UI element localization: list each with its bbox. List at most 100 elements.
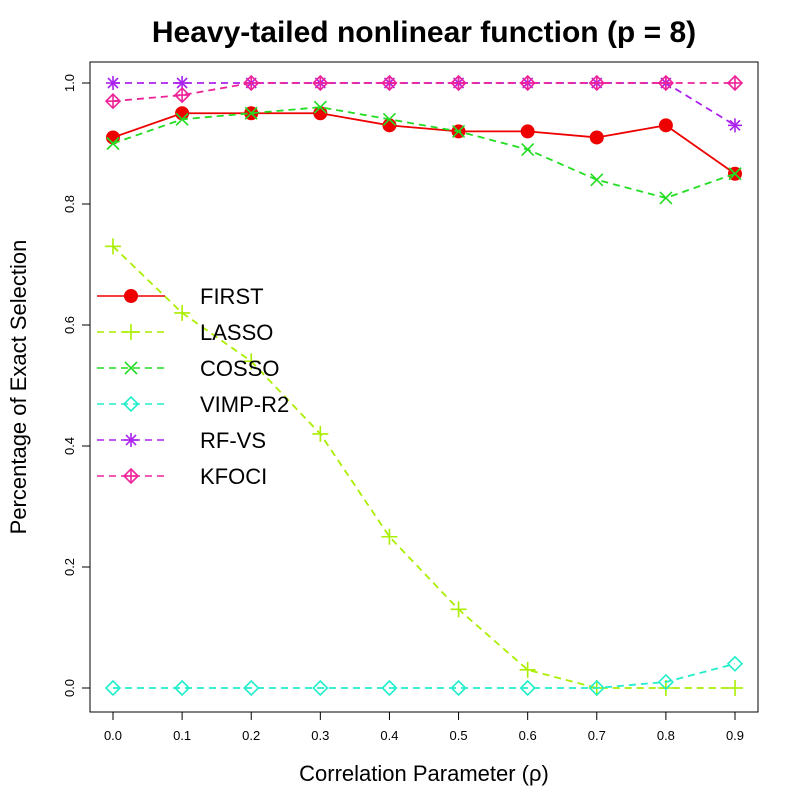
data-point-kfoci bbox=[588, 74, 605, 92]
x-axis: 0.0 0.1 0.2 0.3 0.4 0.5 0.6 0.7 0.8 0.9 bbox=[104, 711, 744, 743]
data-point-cosso bbox=[313, 100, 327, 114]
data-point-vimp-r2 bbox=[657, 673, 675, 691]
data-point-cosso bbox=[521, 142, 535, 157]
data-point-vimp-r2 bbox=[450, 679, 467, 697]
y-axis: 0.0 0.2 0.4 0.6 0.8 1.0 bbox=[62, 74, 91, 697]
legend-label: KFOCI bbox=[200, 464, 267, 489]
y-tick-label: 0.2 bbox=[62, 558, 77, 576]
data-point-kfoci bbox=[173, 86, 191, 104]
series-line-cosso bbox=[112, 106, 736, 199]
x-tick-label: 0.2 bbox=[242, 728, 260, 743]
plot-frame bbox=[89, 61, 759, 713]
data-point-cosso bbox=[175, 112, 189, 126]
legend-marker bbox=[123, 324, 139, 340]
data-point-rf-vs bbox=[106, 76, 120, 90]
series-kfoci bbox=[104, 74, 744, 110]
data-point-first bbox=[175, 106, 190, 121]
data-point-cosso bbox=[382, 112, 397, 126]
data-point-vimp-r2 bbox=[588, 679, 605, 697]
data-point-cosso bbox=[451, 124, 466, 138]
legend-item-lasso: LASSO bbox=[97, 320, 273, 345]
legend-label: VIMP-R2 bbox=[200, 392, 289, 417]
y-tick-label: 1.0 bbox=[62, 74, 77, 92]
data-point-rf-vs bbox=[175, 76, 190, 90]
legend-label: FIRST bbox=[200, 284, 264, 309]
series-cosso bbox=[106, 100, 742, 205]
data-point-vimp-r2 bbox=[519, 679, 536, 697]
series-line-first bbox=[112, 112, 736, 175]
x-tick-label: 0.5 bbox=[450, 728, 468, 743]
x-axis-label: Correlation Parameter (ρ) bbox=[299, 761, 549, 786]
legend-marker bbox=[124, 361, 138, 375]
series-lasso bbox=[105, 238, 743, 696]
x-tick-label: 0.8 bbox=[657, 728, 675, 743]
legend-item-vimp-r2: VIMP-R2 bbox=[97, 392, 289, 417]
data-point-kfoci bbox=[312, 74, 329, 92]
y-axis-label: Percentage of Exact Selection bbox=[6, 240, 31, 535]
data-point-first bbox=[382, 118, 397, 133]
data-point-vimp-r2 bbox=[312, 679, 329, 697]
y-tick-label: 0.4 bbox=[62, 437, 77, 455]
series-vimp-r2 bbox=[104, 655, 744, 697]
x-tick-label: 0.9 bbox=[726, 728, 744, 743]
legend-item-kfoci: KFOCI bbox=[97, 464, 267, 489]
data-point-kfoci bbox=[519, 74, 536, 92]
data-point-vimp-r2 bbox=[243, 679, 260, 697]
data-point-cosso bbox=[728, 167, 742, 181]
legend-item-rf-vs: RF-VS bbox=[97, 428, 266, 453]
series-first bbox=[106, 106, 742, 181]
legend: FIRST LASSO COSSO VIMP-R2 RF-VS KFOCI bbox=[97, 284, 289, 489]
data-point-vimp-r2 bbox=[104, 679, 122, 697]
data-point-lasso bbox=[450, 601, 467, 618]
series-line-vimp-r2 bbox=[113, 662, 736, 689]
y-tick-label: 0.0 bbox=[62, 679, 77, 697]
data-point-lasso bbox=[519, 661, 536, 678]
data-point-first bbox=[589, 130, 604, 145]
chart-title: Heavy-tailed nonlinear function (p = 8) bbox=[152, 16, 696, 49]
data-point-lasso bbox=[243, 353, 260, 370]
series-line-kfoci bbox=[112, 82, 735, 103]
legend-marker bbox=[124, 433, 138, 447]
legend-label: COSSO bbox=[200, 356, 279, 381]
y-tick-label: 0.6 bbox=[62, 316, 77, 334]
data-point-kfoci bbox=[726, 74, 744, 92]
series-line-rf-vs bbox=[113, 82, 736, 127]
data-point-kfoci bbox=[381, 74, 398, 92]
x-tick-label: 0.6 bbox=[519, 728, 537, 743]
legend-item-first: FIRST bbox=[97, 284, 264, 309]
data-point-rf-vs bbox=[728, 118, 742, 133]
data-point-lasso bbox=[105, 238, 121, 255]
series-line-lasso bbox=[112, 245, 735, 689]
legend-marker bbox=[122, 467, 140, 485]
x-tick-label: 0.1 bbox=[173, 728, 191, 743]
x-tick-label: 0.7 bbox=[588, 728, 606, 743]
data-point-lasso bbox=[381, 528, 398, 545]
data-point-kfoci bbox=[243, 74, 260, 92]
data-point-cosso bbox=[106, 136, 120, 151]
data-point-first bbox=[520, 124, 535, 139]
data-point-vimp-r2 bbox=[381, 679, 398, 697]
series-layer bbox=[104, 74, 744, 697]
data-point-lasso bbox=[174, 304, 191, 321]
x-tick-label: 0.4 bbox=[380, 728, 398, 743]
legend-label: RF-VS bbox=[200, 428, 266, 453]
legend-marker bbox=[124, 289, 138, 303]
data-point-vimp-r2 bbox=[726, 655, 744, 672]
data-point-cosso bbox=[659, 191, 673, 205]
legend-marker bbox=[122, 395, 140, 413]
data-point-first bbox=[658, 118, 673, 133]
x-tick-label: 0.0 bbox=[104, 728, 122, 743]
data-point-cosso bbox=[590, 173, 604, 187]
data-point-kfoci bbox=[657, 74, 675, 92]
data-point-lasso bbox=[312, 425, 329, 442]
legend-label: LASSO bbox=[200, 320, 273, 345]
data-point-vimp-r2 bbox=[173, 679, 191, 697]
y-tick-label: 0.8 bbox=[62, 195, 77, 213]
data-point-cosso bbox=[244, 106, 258, 120]
data-point-kfoci bbox=[104, 93, 122, 110]
x-tick-label: 0.3 bbox=[311, 728, 329, 743]
data-point-kfoci bbox=[450, 74, 467, 92]
legend-item-cosso: COSSO bbox=[97, 356, 279, 381]
series-rf-vs bbox=[106, 76, 742, 133]
